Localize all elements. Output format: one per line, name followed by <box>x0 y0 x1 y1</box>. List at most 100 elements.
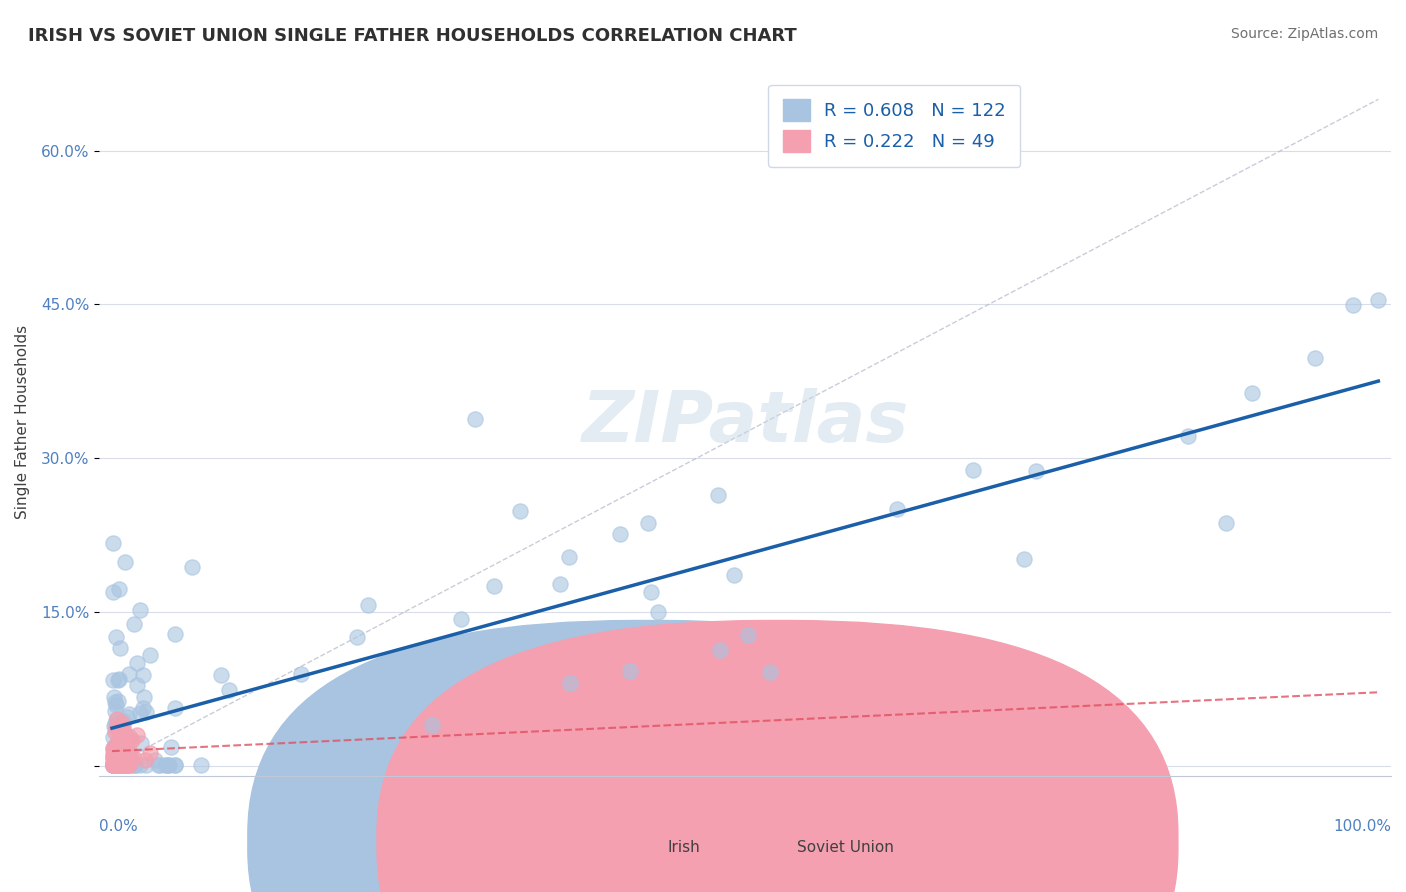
Point <box>962 463 984 477</box>
Point <box>105 715 128 730</box>
Point <box>108 758 131 772</box>
Point <box>110 728 132 742</box>
Point <box>1025 464 1047 478</box>
Point <box>464 412 486 426</box>
Point <box>134 758 156 772</box>
Point <box>103 719 125 733</box>
Point <box>165 758 187 772</box>
Point <box>115 751 138 765</box>
Point <box>114 555 136 569</box>
Point <box>108 672 131 686</box>
Point <box>114 738 136 752</box>
Point <box>124 758 146 772</box>
Point <box>108 758 131 772</box>
Point <box>357 599 380 613</box>
Point <box>101 756 124 770</box>
Point <box>118 758 141 772</box>
Point <box>482 579 505 593</box>
Point <box>103 742 125 756</box>
Point <box>107 735 129 749</box>
Point <box>104 758 127 772</box>
Point <box>104 705 127 719</box>
Point <box>105 748 128 763</box>
Point <box>1341 298 1364 312</box>
Point <box>118 743 141 757</box>
Point <box>104 717 127 731</box>
Point <box>420 718 443 732</box>
Point <box>103 758 125 772</box>
Point <box>886 501 908 516</box>
Point <box>609 526 631 541</box>
Point <box>118 747 141 761</box>
Point <box>101 747 124 761</box>
Point <box>124 758 146 772</box>
Point <box>157 758 180 772</box>
Text: 100.0%: 100.0% <box>1333 819 1391 834</box>
Point <box>103 536 125 550</box>
Point <box>104 750 127 764</box>
Point <box>290 667 312 681</box>
Point <box>107 694 129 708</box>
Point <box>129 736 152 750</box>
Point <box>1215 516 1237 531</box>
Point <box>110 758 132 772</box>
Text: 0.0%: 0.0% <box>100 819 138 834</box>
Point <box>118 666 141 681</box>
Point <box>138 746 160 760</box>
Point <box>104 698 127 713</box>
FancyBboxPatch shape <box>247 621 1049 892</box>
Point <box>143 753 166 767</box>
Point <box>450 611 472 625</box>
Text: Source: ZipAtlas.com: Source: ZipAtlas.com <box>1230 27 1378 41</box>
Point <box>111 758 134 772</box>
Point <box>115 710 138 724</box>
Point <box>165 626 187 640</box>
Point <box>110 758 132 772</box>
Point <box>759 665 782 679</box>
Point <box>104 724 127 739</box>
Point <box>115 758 138 772</box>
Point <box>101 756 124 770</box>
Point <box>155 758 177 772</box>
Point <box>110 722 132 736</box>
Point <box>1367 293 1389 307</box>
Point <box>104 713 127 727</box>
Point <box>107 729 129 743</box>
Point <box>165 701 187 715</box>
Point <box>558 675 581 690</box>
Point <box>105 630 128 644</box>
Point <box>637 516 659 531</box>
Point <box>101 758 124 772</box>
Point <box>117 758 139 772</box>
Point <box>474 639 496 653</box>
Point <box>125 677 148 691</box>
Point <box>103 740 125 755</box>
Point <box>103 673 125 688</box>
Point <box>118 729 141 743</box>
Point <box>118 747 141 761</box>
Point <box>121 733 143 747</box>
Point <box>105 712 128 726</box>
Point <box>108 721 131 735</box>
Point <box>1240 386 1263 401</box>
Point <box>101 758 124 772</box>
Point <box>125 728 148 742</box>
Point <box>108 757 131 772</box>
Point <box>180 560 202 574</box>
Point <box>103 758 125 772</box>
FancyBboxPatch shape <box>377 621 1178 892</box>
Point <box>117 758 139 772</box>
Point <box>129 758 152 772</box>
Point <box>103 758 125 772</box>
Point <box>108 734 131 748</box>
Point <box>640 584 662 599</box>
Point <box>121 758 143 772</box>
Point <box>550 577 572 591</box>
Point <box>346 630 368 644</box>
Point <box>112 726 135 740</box>
Point <box>124 751 146 765</box>
Point <box>112 758 135 772</box>
Point <box>107 673 129 687</box>
Point <box>103 730 125 744</box>
Point <box>108 758 131 772</box>
